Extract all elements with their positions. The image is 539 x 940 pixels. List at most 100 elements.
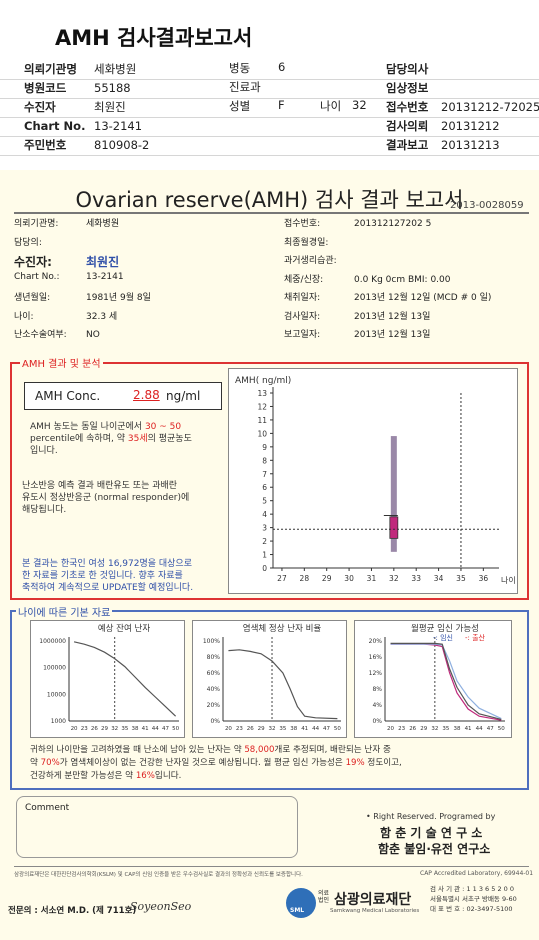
patient-field-2: 수진자: 최원진 <box>14 253 119 270</box>
header-right-3-label: 검사의뢰 <box>386 119 429 133</box>
footnote: 삼광의료재단은 대한진단검사의학회(KSLM) 및 CAP의 신임 인증을 받은… <box>14 872 303 878</box>
institute-2: 함춘 불임·유전 연구소 <box>378 842 491 856</box>
y-tick-label: 12 <box>257 402 267 411</box>
test-field-4-label: 채취일자: <box>284 293 321 303</box>
mini-x-tick-label: 26 <box>91 726 98 732</box>
mini-x-tick-label: 23 <box>81 726 88 732</box>
org-name: 삼광의료재단 <box>334 892 412 908</box>
mini-y-tick-label: 40% <box>207 686 221 693</box>
y-tick-label: 4 <box>262 510 267 519</box>
mini-x-tick-label: 23 <box>398 726 405 732</box>
patient-field-4-value: 1981년 9월 8일 <box>86 293 151 303</box>
amh-value: 2.88 <box>133 388 160 402</box>
remaining-oocytes-chart: 예상 잔여 난자 1000 10000 100000 1000000 20 23 26 29 32… <box>30 620 185 738</box>
y-tick-label: 7 <box>262 470 267 479</box>
amh-section-title: AMH 결과 및 분석 <box>20 355 103 370</box>
x-tick-label: 28 <box>300 574 310 583</box>
respText-line-1: 유도시 정상반응군 (normal responder)에 <box>22 493 190 503</box>
mini-x-tick-label: 20 <box>387 726 394 732</box>
patient-field-3-label: Chart No.: <box>14 272 60 282</box>
header-left-0-value: 세화병원 <box>94 62 137 76</box>
y-tick-label: 11 <box>257 416 267 425</box>
mini-title: 예상 잔여 난자 <box>98 623 151 634</box>
header-left-4: 주민번호 810908-2 <box>24 136 149 155</box>
test-field-0-label: 접수번호: <box>284 219 321 229</box>
mini-x-tick-label: 29 <box>420 726 427 732</box>
header-left-0: 의뢰기관명 세화병원 <box>24 60 136 79</box>
data-note: 본 결과는 한국인 여성 16,972명을 대상으로 한 자료를 기초로 한 것입… <box>22 558 193 594</box>
mini-series-line <box>390 643 502 720</box>
rights-text: • Right Reserved. Programed by <box>366 812 496 821</box>
mini-x-tick-label: 38 <box>132 726 139 732</box>
orgInfo-line-2: 대 표 번 호 : 02-3497-5100 <box>430 905 513 913</box>
test-field-1: 최종월경일: <box>284 235 354 248</box>
org-small: 의료법인 <box>318 890 330 904</box>
test-field-4: 채취일자: 2013년 12월 12일 (MCD # 0 일) <box>284 290 491 303</box>
header-right-3: 검사의뢰 20131212 <box>386 117 500 136</box>
header-right-0-label: 담당의사 <box>386 62 429 76</box>
test-field-3-label: 체중/신장: <box>284 274 324 285</box>
test-field-5-label: 검사일자: <box>284 311 321 322</box>
test-field-2-label: 과거생리습관: <box>284 256 337 266</box>
mini-x-tick-label: 41 <box>142 726 149 732</box>
mini-y-tick-label: 12% <box>369 670 383 677</box>
mini-x-tick-label: 41 <box>301 726 308 732</box>
header-left-4-label: 주민번호 <box>24 138 67 152</box>
amh-interpretation: AMH 농도는 동일 나이군에서 30 ~ 50 percentile에 속하며… <box>30 422 192 456</box>
patient-field-3: Chart No.: 13-2141 <box>14 272 124 282</box>
patient-field-0: 의뢰기관명: 세화병원 <box>14 216 119 229</box>
age-data-panel <box>10 610 529 790</box>
test-field-2: 과거생리습관: <box>284 253 354 266</box>
pregnancy-rate-chart: 월평균 임신 가능성 0% 4% 8% 12% 16% 20% 20 23 26 29 32 35 38 4… <box>354 620 512 738</box>
summary-text: 귀하의 나이만을 고려하였을 때 난소에 남아 있는 난자는 약 58,000개… <box>30 745 402 781</box>
mini-x-tick-label: 47 <box>487 726 494 732</box>
x-tick-label: 36 <box>479 574 489 583</box>
header-left-1: 병원코드 55188 <box>24 79 131 98</box>
mini-x-tick-label: 47 <box>162 726 169 732</box>
test-field-5-value: 2013년 12월 13일 <box>354 311 431 322</box>
x-tick-label: 27 <box>277 574 287 583</box>
mini-y-tick-label: 1000000 <box>39 638 66 645</box>
patient-field-2-value: 최원진 <box>86 255 120 269</box>
mini-y-tick-label: 10000 <box>47 691 66 698</box>
doctor-name: 전문의 : 서소연 M.D. (제 711호) <box>8 906 137 916</box>
header-right-1: 임상정보 <box>386 79 441 98</box>
mini-x-tick-label: 35 <box>442 726 449 732</box>
mini-y-tick-label: 0% <box>372 718 382 725</box>
test-field-6-label: 보고일자: <box>284 330 321 340</box>
x-tick-label: 31 <box>367 574 377 583</box>
mini-x-tick-label: 44 <box>476 726 483 732</box>
patient-field-3-value: 13-2141 <box>86 272 124 282</box>
respText-line-2: 해당됩니다. <box>22 505 67 515</box>
sex-label: 성별 <box>229 99 251 113</box>
mini-x-tick-label: 26 <box>247 726 254 732</box>
header-right-1-label: 임상정보 <box>386 81 429 95</box>
mini-x-tick-label: 29 <box>101 726 108 732</box>
comment-label: Comment <box>25 803 70 813</box>
normal-chromosome-chart: 염색체 정상 난자 비율 0% 20% 40% 60% 80% 100% 20 23 26 29 32… <box>192 620 347 738</box>
mini-x-tick-label: 47 <box>323 726 330 732</box>
mini-y-tick-label: 100000 <box>43 665 66 672</box>
mini-y-tick-label: 60% <box>207 670 221 677</box>
patient-field-6-label: 난소수술여부: <box>14 330 67 340</box>
mini-x-tick-label: 26 <box>409 726 416 732</box>
noteText-line-2: 축적하여 계속적으로 UPDATE할 예정입니다. <box>22 583 194 593</box>
amh-result-panel <box>10 362 529 600</box>
x-tick-label: 35 <box>456 574 466 583</box>
test-field-6: 보고일자: 2013년 12월 13일 <box>284 327 430 340</box>
mini-y-tick-label: 100% <box>203 638 220 645</box>
header-right-2: 접수번호 20131212-72025 <box>386 98 539 117</box>
mini-series-line <box>390 642 502 720</box>
age-range-bar <box>390 436 397 552</box>
header-left-2-label: 수진자 <box>24 100 56 114</box>
doctor-signature: SoyeonSeo <box>130 900 192 913</box>
mini-x-tick-label: 50 <box>172 726 179 732</box>
mini-y-tick-label: 0% <box>210 718 220 725</box>
smf-logo-icon: SML <box>286 888 316 918</box>
amh-age-chart: AMH( ng/ml) 0 1 2 3 4 5 6 7 8 9 10 11 12 13 27 28 29 30 31 3… <box>228 368 518 594</box>
mini-x-tick-label: 44 <box>152 726 159 732</box>
y-tick-label: 6 <box>262 483 267 492</box>
mini-x-tick-label: 35 <box>121 726 128 732</box>
mini-x-tick-label: 50 <box>498 726 505 732</box>
patient-field-6: 난소수술여부: NO <box>14 327 100 340</box>
